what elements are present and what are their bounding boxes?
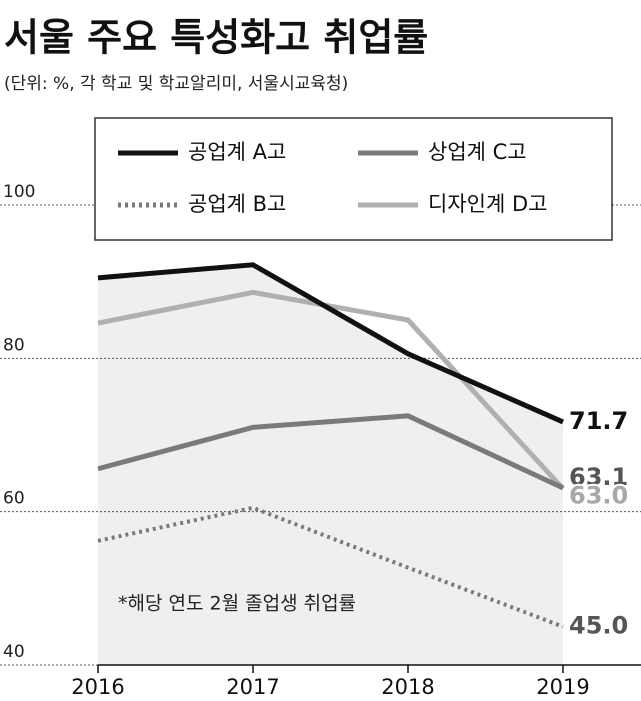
legend-label: 공업계 A고 [188,140,286,164]
chart-title: 서울 주요 특성화고 취업률 [4,16,428,60]
value-label: 71.7 [569,407,628,435]
legend-label: 공업계 B고 [188,192,286,216]
shaded-area [98,264,563,665]
series-line [97,262,565,425]
x-tick-label: 2018 [381,675,434,699]
legend-label: 상업계 C고 [428,140,527,164]
annotation: *해당 연도 2월 졸업생 취업률 [118,593,356,615]
series-line [97,505,564,629]
y-tick-label: 100 [3,182,35,202]
value-label: 63.1 [569,463,628,491]
x-tick-label: 2016 [71,675,124,699]
x-tick-label: 2017 [226,675,279,699]
value-label: 63.0 [569,482,628,510]
y-tick-label: 60 [3,489,25,509]
legend-box [94,117,613,241]
x-tick-label: 2019 [536,675,589,699]
series-line [97,289,565,491]
legend-label: 디자인계 D고 [428,192,547,216]
chart-subtitle: (단위: %, 각 학교 및 학교알리미, 서울시교육청) [4,74,348,94]
y-tick-label: 80 [3,335,25,355]
y-tick-label: 40 [3,642,25,662]
series-line [97,413,565,491]
value-label: 45.0 [569,612,628,640]
